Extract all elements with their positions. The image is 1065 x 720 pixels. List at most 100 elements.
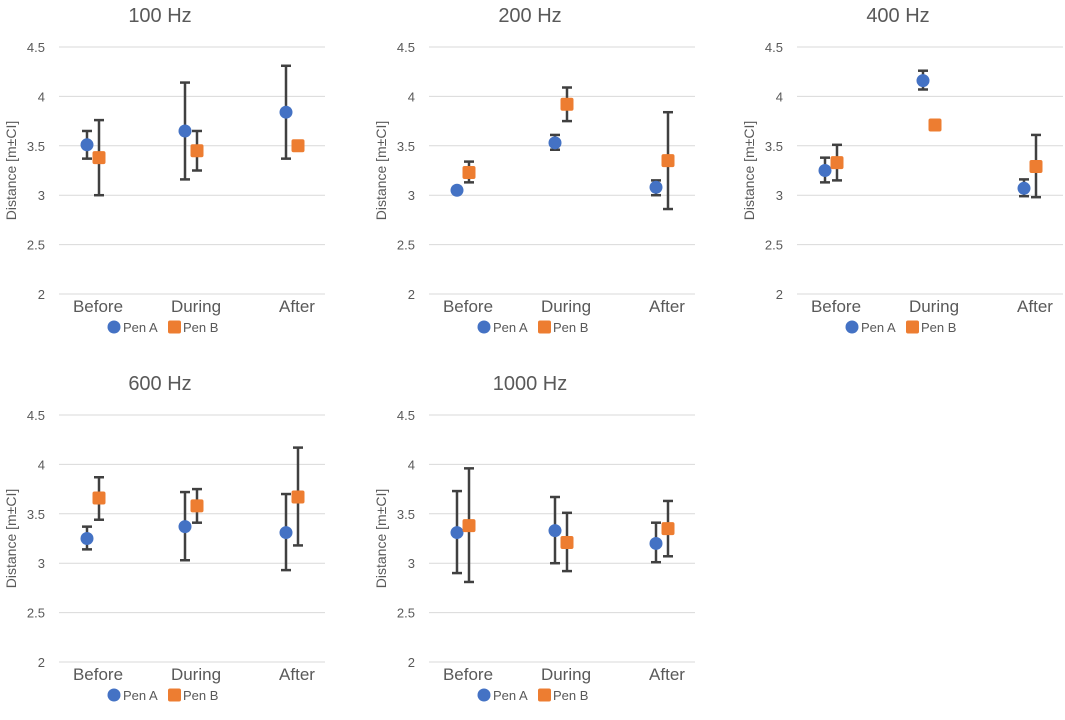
data-point-pen-b [291, 139, 305, 153]
legend-marker-pen-a [107, 320, 121, 334]
data-point-pen-a [80, 532, 94, 545]
y-tick-label: 3.5 [27, 139, 45, 154]
chart-panel: 600 Hz 2 2.5 3 3.5 4 4.5 Distance [m±CI] Before D… [0, 368, 355, 720]
legend-label: Pen A [493, 688, 528, 703]
data-point-pen-b [560, 535, 574, 549]
legend-label: Pen A [493, 320, 528, 335]
data-point-pen-a [649, 180, 663, 194]
y-tick-label: 3.5 [397, 507, 415, 522]
data-point-pen-b [560, 97, 574, 111]
y-tick-label: 3 [408, 556, 415, 571]
legend-label: Pen A [123, 688, 158, 703]
data-point-pen-a [450, 526, 464, 540]
y-tick-label: 2.5 [27, 238, 45, 253]
legend-label: Pen B [183, 320, 218, 335]
data-point-pen-b [92, 491, 106, 505]
y-tick-label: 4.5 [397, 40, 415, 55]
x-tick-label: After [649, 297, 685, 316]
chart-svg: 200 Hz 2 2.5 3 3.5 4 4.5 Distance [m±CI] Before D… [373, 5, 695, 335]
y-tick-label: 3.5 [27, 507, 45, 522]
data-point-pen-a [548, 524, 562, 538]
y-tick-label: 2 [408, 287, 415, 302]
y-tick-label: 3 [38, 188, 45, 203]
legend-marker-pen-b [538, 320, 551, 334]
y-tick-label: 4.5 [397, 408, 415, 423]
chart-svg: 1000 Hz 2 2.5 3 3.5 4 4.5 Distance [m±CI] Before… [373, 373, 695, 703]
y-tick-label: 4.5 [27, 40, 45, 55]
legend-marker-pen-a [845, 320, 859, 334]
legend-label: Pen B [553, 688, 588, 703]
y-axis-label: Distance [m±CI] [373, 489, 389, 588]
data-point-pen-b [928, 118, 942, 132]
chart-title: 100 Hz [128, 5, 191, 27]
chart-svg: 400 Hz 2 2.5 3 3.5 4 4.5 Distance [m±CI] Before D… [741, 5, 1063, 335]
x-tick-label: During [541, 665, 591, 684]
y-tick-label: 4 [408, 457, 415, 472]
chart-panel: 100 Hz 2 2.5 3 3.5 4 4.5 Distance [m±CI] Before D… [0, 0, 355, 352]
x-tick-label: During [541, 297, 591, 316]
y-axis-label: Distance [m±CI] [3, 121, 19, 220]
x-tick-label: After [279, 297, 315, 316]
legend-marker-pen-a [107, 688, 121, 702]
y-tick-label: 3.5 [397, 139, 415, 154]
legend-marker-pen-b [906, 320, 919, 334]
data-point-pen-b [92, 151, 106, 165]
y-tick-label: 3 [408, 188, 415, 203]
chart-panel: 200 Hz 2 2.5 3 3.5 4 4.5 Distance [m±CI] Before D… [370, 0, 725, 352]
x-tick-label: Before [443, 665, 493, 684]
y-tick-label: 2.5 [397, 238, 415, 253]
x-tick-label: Before [443, 297, 493, 316]
chart-title: 1000 Hz [493, 373, 568, 395]
data-point-pen-b [661, 522, 675, 536]
chart-grid: 100 Hz 2 2.5 3 3.5 4 4.5 Distance [m±CI] Before D… [0, 0, 1065, 703]
data-point-pen-a [279, 526, 293, 540]
data-point-pen-a [450, 183, 464, 197]
legend-marker-pen-b [168, 320, 181, 334]
legend-label: Pen B [183, 688, 218, 703]
y-axis-label: Distance [m±CI] [373, 121, 389, 220]
x-tick-label: After [279, 665, 315, 684]
data-point-pen-a [548, 136, 562, 150]
y-axis-label: Distance [m±CI] [741, 121, 757, 220]
y-tick-label: 4 [38, 89, 45, 104]
y-tick-label: 2 [38, 287, 45, 302]
y-tick-label: 2.5 [765, 238, 783, 253]
y-tick-label: 2 [408, 655, 415, 670]
x-tick-label: After [1017, 297, 1053, 316]
chart-panel: 1000 Hz 2 2.5 3 3.5 4 4.5 Distance [m±CI] Before… [370, 368, 725, 720]
data-point-pen-b [291, 490, 305, 504]
y-tick-label: 4 [38, 457, 45, 472]
y-axis-label: Distance [m±CI] [3, 489, 19, 588]
data-point-pen-b [1029, 160, 1043, 174]
chart-title: 200 Hz [498, 5, 561, 27]
data-point-pen-a [178, 124, 192, 138]
data-point-pen-b [462, 519, 476, 533]
legend-marker-pen-b [538, 688, 551, 702]
data-point-pen-b [830, 156, 844, 170]
data-point-pen-b [462, 165, 476, 179]
legend-label: Pen B [553, 320, 588, 335]
chart-panel: 400 Hz 2 2.5 3 3.5 4 4.5 Distance [m±CI] Before D… [738, 0, 1065, 352]
y-tick-label: 2.5 [27, 606, 45, 621]
x-tick-label: Before [73, 665, 123, 684]
x-tick-label: Before [73, 297, 123, 316]
chart-svg: 600 Hz 2 2.5 3 3.5 4 4.5 Distance [m±CI] Before D… [3, 373, 325, 703]
x-tick-label: During [171, 665, 221, 684]
y-tick-label: 4.5 [765, 40, 783, 55]
legend-label: Pen B [921, 320, 956, 335]
data-point-pen-a [916, 74, 930, 88]
y-tick-label: 2 [776, 287, 783, 302]
data-point-pen-b [661, 154, 675, 168]
y-tick-label: 2 [38, 655, 45, 670]
data-point-pen-a [80, 138, 94, 152]
y-tick-label: 3.5 [765, 139, 783, 154]
chart-title: 400 Hz [866, 5, 929, 27]
y-tick-label: 2.5 [397, 606, 415, 621]
data-point-pen-a [649, 536, 663, 550]
chart-svg: 100 Hz 2 2.5 3 3.5 4 4.5 Distance [m±CI] Before D… [3, 5, 325, 335]
x-tick-label: Before [811, 297, 861, 316]
data-point-pen-a [818, 164, 832, 177]
data-point-pen-b [190, 499, 204, 513]
y-tick-label: 4 [776, 89, 783, 104]
legend-marker-pen-b [168, 688, 181, 702]
